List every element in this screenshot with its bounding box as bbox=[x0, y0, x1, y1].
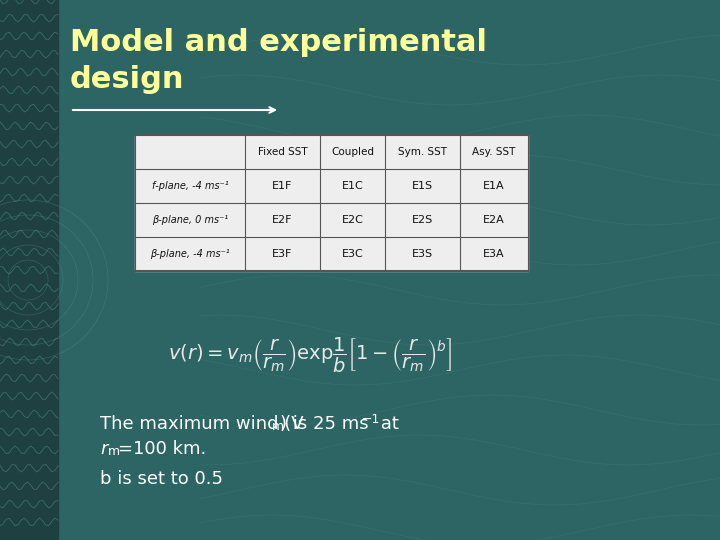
Text: E2A: E2A bbox=[483, 215, 505, 225]
Text: β-plane, -4 ms⁻¹: β-plane, -4 ms⁻¹ bbox=[150, 249, 230, 259]
Text: E3S: E3S bbox=[412, 249, 433, 259]
Text: =100 km.: =100 km. bbox=[118, 440, 206, 458]
Text: −1: −1 bbox=[362, 413, 380, 426]
Text: Sym. SST: Sym. SST bbox=[398, 147, 447, 157]
Text: f-plane, -4 ms⁻¹: f-plane, -4 ms⁻¹ bbox=[152, 181, 228, 191]
Text: m: m bbox=[272, 420, 284, 433]
Text: $v(r) = v_m\left(\dfrac{r}{r_m}\right)\mathrm{exp}\dfrac{1}{b}\left[1-\left(\dfr: $v(r) = v_m\left(\dfrac{r}{r_m}\right)\m… bbox=[168, 335, 452, 375]
Bar bbox=[135, 135, 528, 271]
Text: Asy. SST: Asy. SST bbox=[472, 147, 516, 157]
Text: E3F: E3F bbox=[272, 249, 293, 259]
Text: E2S: E2S bbox=[412, 215, 433, 225]
Text: E1A: E1A bbox=[483, 181, 505, 191]
Text: E3C: E3C bbox=[341, 249, 364, 259]
Text: Model and experimental: Model and experimental bbox=[70, 28, 487, 57]
Text: ) is 25 ms: ) is 25 ms bbox=[280, 415, 369, 433]
Text: E3A: E3A bbox=[483, 249, 505, 259]
Text: E2C: E2C bbox=[341, 215, 364, 225]
Bar bbox=[0, 0, 58, 540]
Text: β-plane, 0 ms⁻¹: β-plane, 0 ms⁻¹ bbox=[152, 215, 228, 225]
Text: E2F: E2F bbox=[272, 215, 293, 225]
Text: at: at bbox=[375, 415, 399, 433]
Text: The maximum wind (V: The maximum wind (V bbox=[100, 415, 304, 433]
Text: m: m bbox=[108, 445, 120, 458]
Text: design: design bbox=[70, 65, 184, 94]
Text: b is set to 0.5: b is set to 0.5 bbox=[100, 470, 223, 488]
Text: r: r bbox=[100, 440, 107, 458]
Text: E1F: E1F bbox=[272, 181, 293, 191]
Text: E1C: E1C bbox=[341, 181, 364, 191]
Text: Coupled: Coupled bbox=[331, 147, 374, 157]
Text: Fixed SST: Fixed SST bbox=[258, 147, 307, 157]
Text: E1S: E1S bbox=[412, 181, 433, 191]
